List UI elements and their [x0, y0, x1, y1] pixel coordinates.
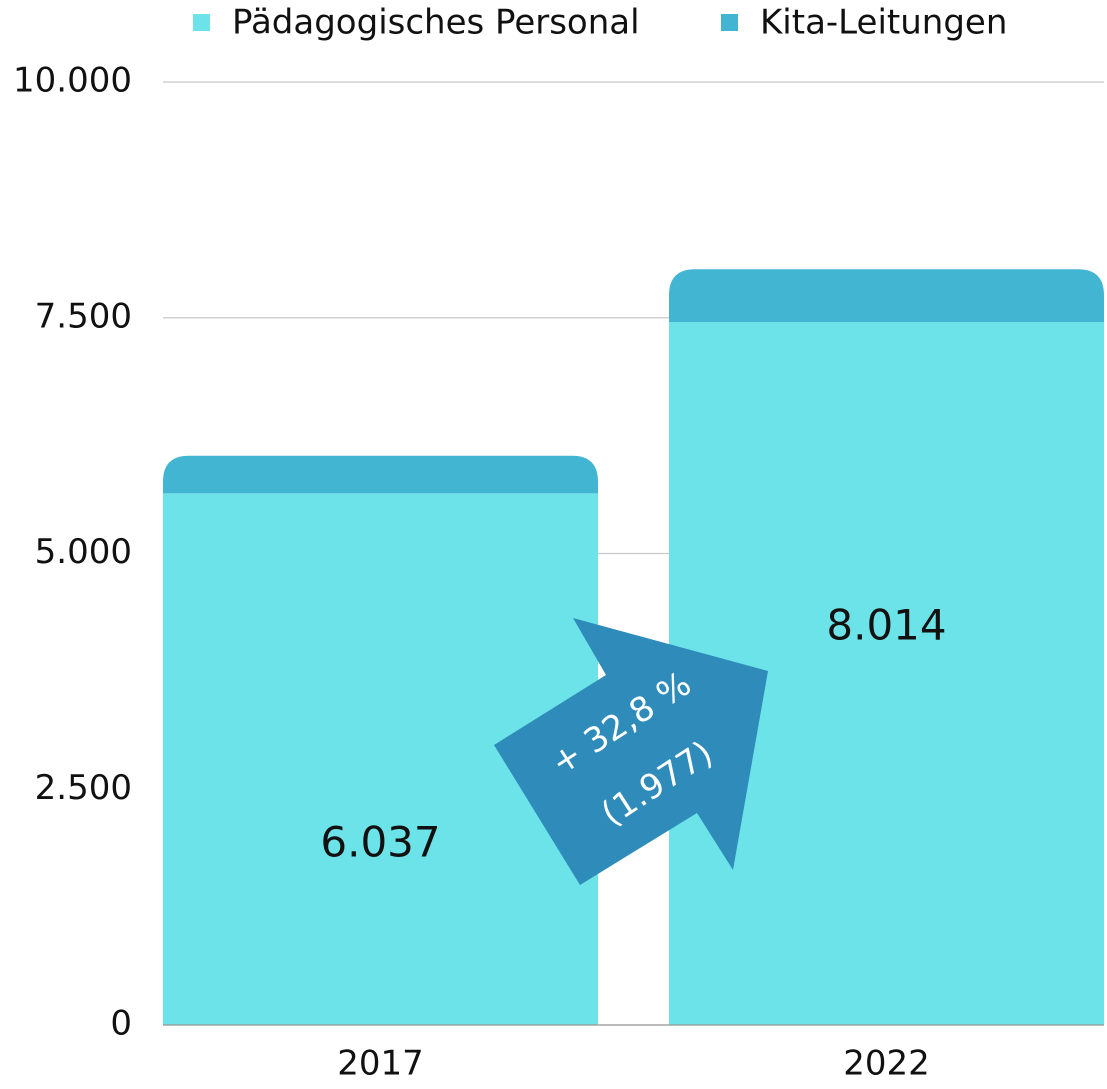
bar-segment	[669, 269, 1104, 323]
legend-label: Pädagogisches Personal	[232, 3, 640, 43]
labels: 0 2.500 5.000 7.500 10.000 Pädagogisches Pers…	[13, 3, 1007, 1084]
y-tick-label: 7.500	[35, 296, 132, 336]
total-label: 8.014	[826, 601, 946, 650]
y-tick-label: 5.000	[35, 532, 132, 572]
y-tick-label: 10.000	[13, 61, 132, 101]
legend-label: Kita-Leitungen	[760, 3, 1007, 43]
y-tick-label: 0	[110, 1004, 132, 1044]
bar-segment	[163, 455, 598, 494]
legend-swatch	[193, 14, 210, 31]
change-arrow	[494, 618, 768, 885]
y-tick-label: 2.500	[35, 768, 132, 808]
legend-swatch	[721, 14, 738, 31]
x-tick-label: 2022	[843, 1044, 930, 1084]
x-tick-label: 2017	[337, 1044, 424, 1084]
total-label: 6.037	[320, 818, 440, 867]
